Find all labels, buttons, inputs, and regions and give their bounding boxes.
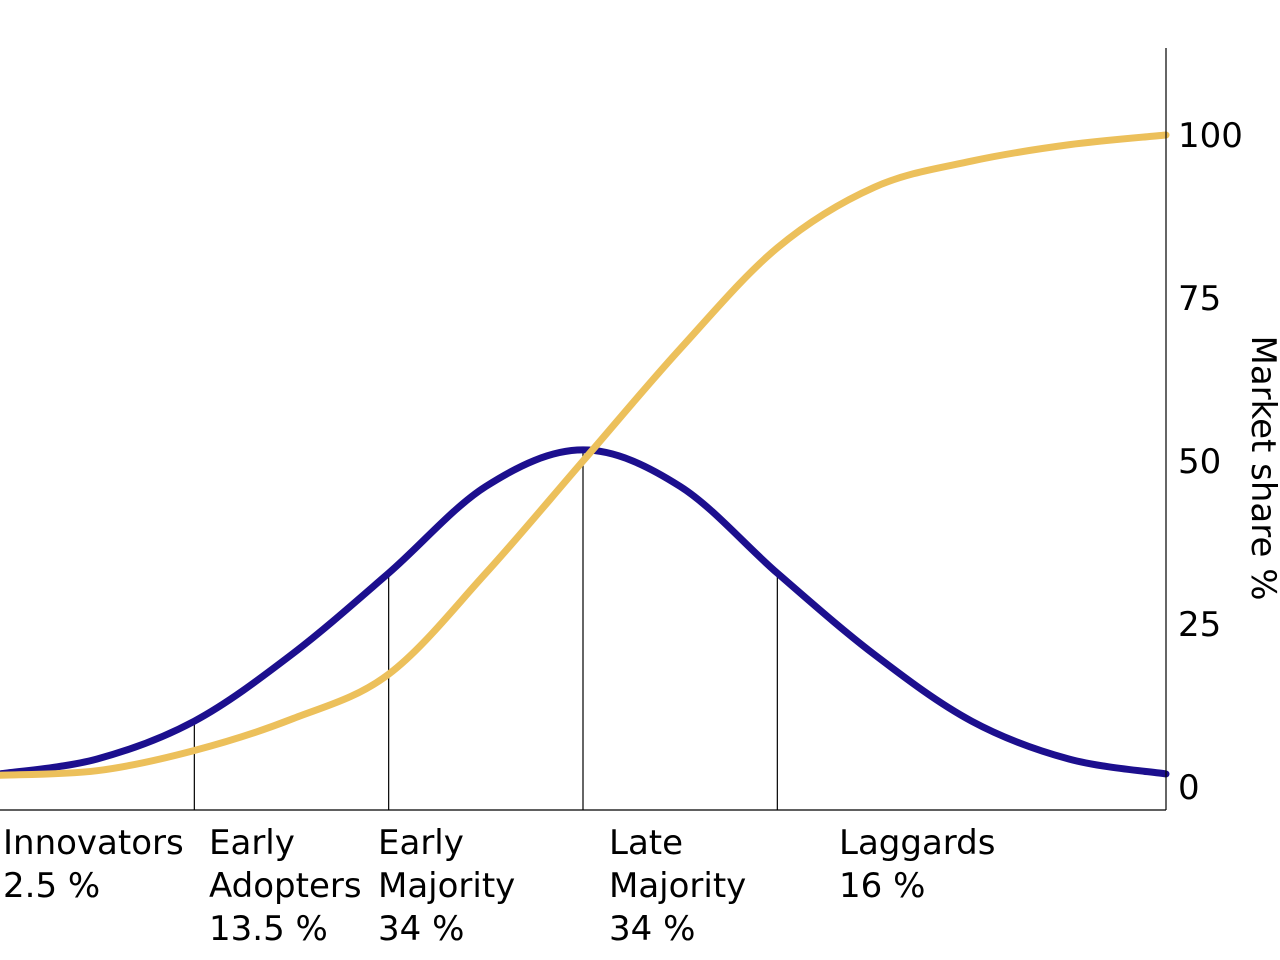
segment-label: Early Majority 34 % bbox=[378, 823, 515, 949]
segment-label: Late Majority 34 % bbox=[609, 823, 746, 949]
segment-label-line: 16 % bbox=[839, 866, 925, 906]
y-tick-label: 100 bbox=[1178, 116, 1243, 156]
segment-label: Laggards 16 % bbox=[839, 823, 995, 906]
segment-label-line: Majority bbox=[378, 866, 515, 906]
y-tick-label: 0 bbox=[1178, 768, 1200, 808]
segment-dividers bbox=[193, 449, 778, 810]
y-tick-label: 75 bbox=[1178, 279, 1221, 319]
segment-label-line: Adopters bbox=[209, 866, 362, 906]
adoption-curve-line bbox=[0, 446, 1170, 778]
y-axis-label: Market share % bbox=[1243, 335, 1280, 600]
y-tick-label: 50 bbox=[1178, 442, 1221, 482]
segment-label-line: Innovators bbox=[3, 823, 184, 863]
segment-label-line: 34 % bbox=[378, 909, 464, 949]
segment-label-line: Late bbox=[609, 823, 683, 863]
segment-label-line: Early bbox=[378, 823, 464, 863]
segment-labels: Innovators 2.5 %Early Adopters 13.5 %Early M… bbox=[3, 823, 995, 949]
cumulative-curve-line bbox=[0, 131, 1170, 779]
segment-label-line: 34 % bbox=[609, 909, 695, 949]
segment-label-line: 13.5 % bbox=[209, 909, 328, 949]
series-group bbox=[0, 131, 1170, 779]
y-tick-labels: 0 25 50 75 100 bbox=[1178, 116, 1243, 808]
segment-label: Early Adopters 13.5 % bbox=[209, 823, 362, 949]
segment-label-line: Early bbox=[209, 823, 295, 863]
segment-label-line: 2.5 % bbox=[3, 866, 100, 906]
segment-label-line: Majority bbox=[609, 866, 746, 906]
segment-label: Innovators 2.5 % bbox=[3, 823, 184, 906]
segment-label-line: Laggards bbox=[839, 823, 995, 863]
y-tick-label: 25 bbox=[1178, 605, 1221, 645]
